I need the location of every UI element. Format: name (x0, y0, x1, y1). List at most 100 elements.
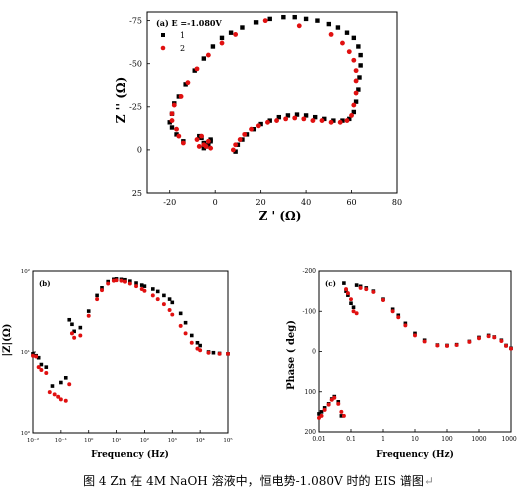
data-point-series-1 (319, 410, 324, 414)
y-tick-label: 100 (305, 389, 317, 396)
data-point-series-2 (56, 394, 61, 399)
data-point-series-2 (332, 395, 337, 400)
data-point-series-2 (155, 297, 160, 302)
x-tick-label: 1000 (471, 436, 486, 443)
data-point-series-1 (72, 329, 76, 334)
data-point-series-1 (67, 317, 72, 322)
data-point-series-1 (356, 87, 361, 92)
plot-frame (32, 270, 229, 434)
data-point-series-2 (206, 350, 211, 355)
data-point-series-2 (176, 133, 182, 139)
x-tick-label: 10⁰ (84, 437, 94, 444)
data-point-series-2 (233, 142, 239, 148)
y-tick-label: 0 (312, 349, 316, 356)
data-point-series-2 (381, 298, 385, 302)
data-point-series-1 (198, 343, 202, 348)
y-tick-label: -50 (129, 60, 142, 69)
data-point-series-2 (86, 313, 91, 318)
data-point-series-2 (183, 331, 188, 336)
data-point-series-1 (167, 120, 172, 125)
y-tick-label: -25 (129, 103, 142, 112)
data-point-series-2 (242, 131, 248, 137)
x-axis-label: Z ' (Ω) (259, 209, 302, 223)
data-point-series-2 (396, 315, 401, 320)
data-point-series-2 (292, 115, 298, 121)
y-tick-label: -200 (303, 268, 317, 275)
data-point-series-2 (322, 407, 327, 412)
data-point-series-1 (142, 284, 147, 288)
data-point-series-1 (208, 137, 213, 142)
data-point-series-1 (292, 14, 297, 20)
data-point-series-2 (178, 94, 184, 99)
data-point-series-1 (195, 340, 200, 345)
x-tick-label: 10² (140, 437, 149, 444)
y-tick-label: -75 (129, 16, 142, 25)
data-point-series-1 (59, 380, 63, 385)
x-tick-label: 10⁴ (196, 437, 206, 444)
data-point-series-2 (122, 279, 127, 284)
x-tick-label: 10000 (501, 436, 517, 443)
data-point-series-1 (170, 300, 175, 305)
data-point-series-1 (349, 301, 353, 305)
data-point-series-1 (267, 16, 272, 22)
data-point-series-1 (342, 281, 346, 285)
data-point-series-2 (336, 401, 341, 406)
data-point-series-2 (353, 78, 359, 84)
data-point-series-2 (326, 402, 331, 407)
data-point-series-2 (196, 144, 202, 149)
data-point-series-2 (205, 138, 211, 144)
y-tick-label: 25 (132, 189, 142, 198)
x-tick-label: 0.01 (312, 436, 325, 443)
data-point-series-1 (281, 14, 286, 20)
data-point-series-2 (170, 312, 175, 317)
data-point-series-1 (155, 289, 160, 294)
data-point-series-2 (351, 309, 356, 314)
data-point-series-1 (253, 20, 259, 25)
data-point-series-2 (219, 40, 225, 46)
data-point-series-1 (353, 99, 359, 104)
data-point-series-1 (267, 118, 272, 123)
data-point-series-1 (322, 406, 327, 410)
data-point-series-2 (283, 116, 289, 122)
data-point-series-2 (413, 333, 417, 338)
data-point-series-1 (151, 287, 155, 291)
x-tick-label: 10⁻¹ (55, 437, 67, 444)
data-point-series-2 (203, 144, 209, 149)
data-point-series-2 (344, 287, 349, 292)
data-point-series-1 (258, 121, 263, 127)
legend: 1 2 (160, 31, 185, 53)
data-point-series-2 (255, 123, 261, 129)
data-point-series-2 (127, 281, 132, 286)
data-point-series-2 (504, 343, 509, 348)
data-point-series-1 (211, 350, 216, 355)
data-point-series-2 (274, 118, 279, 124)
data-point-series-1 (390, 307, 395, 312)
data-point-series-2 (205, 52, 211, 58)
data-point-series-2 (319, 118, 325, 124)
data-point-series-2 (390, 309, 395, 314)
data-point-series-1 (276, 114, 282, 120)
data-point-series-1 (174, 132, 179, 137)
x-axis-label: Frequency (Hz) (376, 449, 454, 460)
data-point-series-1 (95, 293, 99, 298)
y-axis-label: |Z|(Ω) (2, 324, 13, 357)
x-axis-label: Frequency (Hz) (91, 449, 169, 460)
data-point-series-2 (72, 335, 77, 340)
data-point-series-1 (100, 286, 104, 290)
y-tick-label: 10¹ (21, 349, 30, 356)
data-point-series-1 (354, 283, 359, 287)
data-point-series-2 (167, 308, 172, 312)
data-point-series-2 (100, 288, 104, 293)
x-tick-label: 40 (301, 198, 311, 207)
data-point-series-2 (499, 339, 504, 344)
data-point-series-1 (167, 297, 172, 301)
y-tick-label: 0 (137, 146, 142, 155)
data-point-series-1 (63, 376, 68, 380)
data-point-series-2 (185, 80, 191, 86)
data-point-series-2 (39, 367, 44, 372)
data-point-series-2 (445, 343, 449, 348)
x-tick-label: 0.1 (346, 436, 356, 443)
data-point-series-1 (78, 325, 83, 330)
data-point-series-1 (228, 30, 234, 35)
data-point-series-2 (237, 137, 243, 142)
